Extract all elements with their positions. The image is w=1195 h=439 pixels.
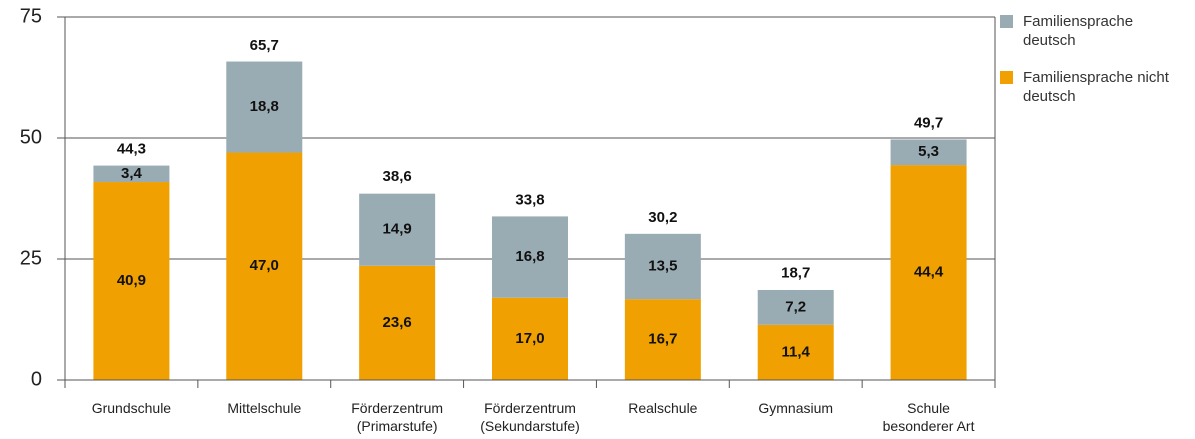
x-tick-label: Realschule xyxy=(628,400,698,416)
value-label: 23,6 xyxy=(383,314,412,331)
bar-segment xyxy=(93,182,170,380)
value-label: 47,0 xyxy=(250,257,279,274)
value-label: 16,8 xyxy=(515,248,544,265)
total-label: 18,7 xyxy=(781,264,810,281)
legend-item: Familiensprache nicht deutsch xyxy=(1000,68,1173,106)
total-label: 65,7 xyxy=(250,37,279,54)
value-label: 17,0 xyxy=(515,330,544,347)
y-tick-label: 50 xyxy=(20,126,42,148)
legend-label: Familiensprache deutsch xyxy=(1023,13,1134,49)
value-label: 3,4 xyxy=(121,165,143,182)
total-label: 49,7 xyxy=(914,114,943,131)
bar-segment xyxy=(890,139,967,166)
bar-segment xyxy=(757,324,834,380)
value-label: 18,8 xyxy=(250,98,279,115)
bar-segment xyxy=(492,297,568,380)
x-tick-label: Gymnasium xyxy=(758,400,834,416)
legend-item: Familiensprache deutsch xyxy=(1000,12,1173,50)
total-label: 38,6 xyxy=(383,168,412,185)
bar-segment xyxy=(93,165,170,183)
value-label: 11,4 xyxy=(782,343,811,360)
x-tick-label: Mittelschule xyxy=(227,400,302,416)
bar-segment xyxy=(624,299,701,380)
value-label: 7,2 xyxy=(785,298,806,315)
bar-segment xyxy=(359,265,436,380)
x-tick-label: Förderzentrum (Sekundarstufe) xyxy=(480,400,580,434)
legend-swatch xyxy=(1000,71,1013,84)
bar-segment xyxy=(624,233,701,300)
y-tick-label: 0 xyxy=(31,368,42,390)
bar-segment xyxy=(226,61,303,153)
value-label: 13,5 xyxy=(648,257,677,274)
value-label: 14,9 xyxy=(383,221,412,238)
total-label: 44,3 xyxy=(117,141,146,158)
legend-label: Familiensprache nicht deutsch xyxy=(1023,69,1169,105)
legend-swatch xyxy=(1000,15,1013,28)
bar-segment xyxy=(890,165,967,380)
x-tick-label: Förderzentrum (Primarstufe) xyxy=(351,400,444,434)
x-tick-label: Schule besonderer Art xyxy=(882,400,975,434)
value-label: 40,9 xyxy=(117,272,146,289)
y-tick-label: 25 xyxy=(20,247,42,269)
bar-segment xyxy=(359,193,436,266)
value-label: 5,3 xyxy=(918,143,939,160)
total-label: 30,2 xyxy=(648,209,677,226)
bar-segment xyxy=(226,152,303,380)
y-tick-label: 75 xyxy=(20,5,42,27)
x-tick-label: Grundschule xyxy=(91,400,172,416)
value-label: 16,7 xyxy=(648,331,677,348)
bar-segment xyxy=(492,216,568,298)
bar-segment xyxy=(757,289,834,325)
value-label: 44,4 xyxy=(914,264,944,281)
total-label: 33,8 xyxy=(515,191,544,208)
